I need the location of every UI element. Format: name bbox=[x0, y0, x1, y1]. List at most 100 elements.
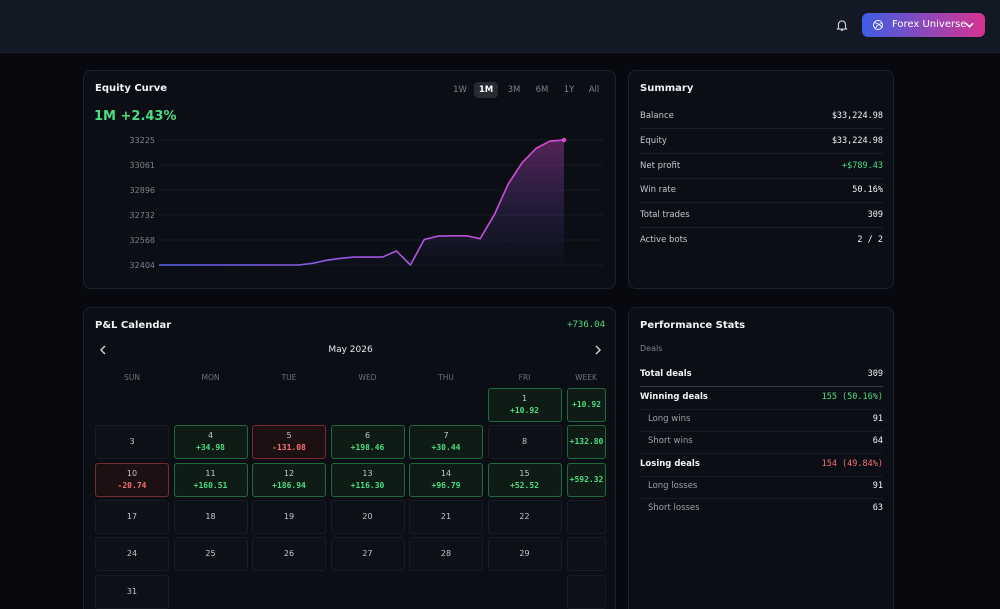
summary-label: Balance bbox=[640, 111, 674, 121]
day-number: 5 bbox=[286, 431, 292, 441]
summary-label: Equity bbox=[640, 135, 667, 146]
day-number: 20 bbox=[362, 511, 373, 521]
weekday-label: WEEK bbox=[575, 373, 597, 382]
day-cell: 31 bbox=[95, 574, 169, 609]
stat-label: Long wins bbox=[648, 414, 691, 424]
day-number: 26 bbox=[283, 549, 295, 559]
day-cell: 4 +34.98 bbox=[173, 425, 248, 460]
y-tick-label: 33225 bbox=[130, 136, 155, 145]
day-number: 6 bbox=[364, 431, 371, 441]
calendar-panel: P&L Calendar +736.04 May 2026 SUN MON TUE W… bbox=[83, 307, 616, 609]
stat-label: Winning deals bbox=[640, 392, 708, 402]
row-divider bbox=[640, 202, 883, 204]
stat-label: Total deals bbox=[640, 369, 692, 379]
summary-label: Net profit bbox=[640, 160, 681, 171]
day-pnl: +186.94 bbox=[272, 480, 306, 490]
day-cell: 11 +160.51 bbox=[173, 462, 248, 497]
y-tick-label: 32404 bbox=[130, 261, 155, 270]
row-divider bbox=[640, 431, 883, 432]
day-cell: 26 bbox=[252, 537, 326, 572]
day-number: 12 bbox=[283, 468, 295, 478]
stat-value: 91 bbox=[872, 481, 883, 491]
weekday-label: WED bbox=[358, 373, 377, 382]
day-cell: 25 bbox=[173, 537, 248, 572]
period-button[interactable]: 1M bbox=[474, 82, 498, 98]
row-divider bbox=[640, 386, 883, 387]
y-tick-label: 32732 bbox=[130, 211, 155, 220]
day-cell: 17 bbox=[95, 499, 169, 534]
y-tick-label: 32896 bbox=[130, 186, 155, 195]
day-cell: 1 +10.92 bbox=[487, 388, 562, 422]
next-month[interactable] bbox=[593, 345, 603, 355]
bell-icon[interactable] bbox=[835, 18, 849, 32]
weekday-label: MON bbox=[201, 373, 220, 382]
summary-value: 2 / 2 bbox=[857, 235, 883, 245]
period-button[interactable]: 3M bbox=[507, 85, 521, 95]
y-tick-label: 33061 bbox=[130, 161, 155, 170]
day-number: 10 bbox=[126, 468, 138, 478]
day-number: 17 bbox=[126, 511, 138, 521]
section-label: Deals bbox=[640, 344, 663, 353]
panel-title: Equity Curve bbox=[95, 83, 168, 94]
period-button[interactable]: 1W bbox=[453, 85, 467, 95]
row-divider bbox=[640, 476, 883, 477]
stat-label: Losing deals bbox=[640, 459, 700, 469]
equity-chart: 33225 33061 32896 32732 32568 32404 bbox=[130, 136, 604, 270]
day-pnl: +96.79 bbox=[431, 480, 461, 490]
stat-value: 154 (49.84%) bbox=[821, 459, 883, 469]
day-pnl: +10.92 bbox=[510, 406, 539, 415]
day-number: 1 bbox=[521, 394, 528, 403]
day-number: 4 bbox=[207, 431, 214, 441]
summary-label: Win rate bbox=[640, 185, 676, 196]
week-cell: +592.32 bbox=[567, 462, 606, 497]
row-divider bbox=[640, 152, 883, 154]
summary-panel: Summary Balance $33,224.98 Equity $33,224.9… bbox=[628, 70, 894, 289]
y-tick-label: 32568 bbox=[130, 236, 155, 245]
day-cell: 6 +198.46 bbox=[330, 425, 405, 460]
day-cell: 13 +116.30 bbox=[330, 462, 405, 497]
row-divider bbox=[640, 453, 883, 454]
account-button[interactable]: Forex Universe bbox=[862, 13, 985, 37]
period-button[interactable]: All bbox=[588, 85, 600, 95]
day-cell: 27 bbox=[330, 537, 405, 572]
day-cell: 18 bbox=[173, 499, 248, 534]
summary-value: +$789.43 bbox=[842, 160, 883, 171]
row-divider bbox=[640, 177, 883, 179]
summary-value: 50.16% bbox=[852, 185, 883, 196]
stat-label: Short wins bbox=[648, 436, 693, 446]
day-pnl: +160.51 bbox=[193, 480, 228, 490]
weekday-label: THU bbox=[438, 373, 454, 382]
equity-headline: 1M +2.43% bbox=[94, 109, 177, 124]
day-cell: 14 +96.79 bbox=[409, 462, 483, 497]
period-button[interactable]: 1Y bbox=[563, 85, 575, 95]
prev-month[interactable] bbox=[98, 345, 108, 355]
stats-panel: Performance Stats Deals Total deals 309 Wi… bbox=[628, 307, 894, 609]
day-pnl: +34.98 bbox=[196, 443, 225, 453]
day-number: 19 bbox=[283, 511, 295, 521]
row-divider bbox=[640, 128, 883, 129]
week-cell bbox=[567, 537, 606, 572]
account-name: Forex Universe bbox=[892, 19, 967, 30]
day-cell: 7 +30.44 bbox=[409, 425, 483, 460]
day-number: 15 bbox=[519, 468, 530, 478]
stat-value: 91 bbox=[872, 414, 883, 424]
summary-label: Active bots bbox=[640, 235, 688, 245]
stat-value: 309 bbox=[867, 369, 883, 379]
stat-value: 155 (50.16%) bbox=[821, 392, 883, 402]
summary-value: 309 bbox=[867, 210, 883, 221]
day-pnl: +198.46 bbox=[350, 443, 385, 453]
weekday-label: TUE bbox=[281, 373, 297, 382]
day-pnl: +116.30 bbox=[350, 480, 385, 490]
day-pnl: +52.52 bbox=[510, 480, 539, 490]
week-total: +10.92 bbox=[572, 400, 601, 409]
day-number: 28 bbox=[440, 549, 452, 559]
day-cell: 5 -131.08 bbox=[252, 425, 326, 460]
day-cell: 8 bbox=[487, 425, 562, 460]
day-cell: 10 -20.74 bbox=[95, 462, 169, 497]
week-cell: +132.80 bbox=[567, 425, 606, 460]
panel-title: Summary bbox=[640, 83, 694, 94]
period-button[interactable]: 6M bbox=[535, 85, 549, 95]
stat-value: 64 bbox=[872, 436, 883, 446]
day-number: 3 bbox=[129, 437, 135, 447]
